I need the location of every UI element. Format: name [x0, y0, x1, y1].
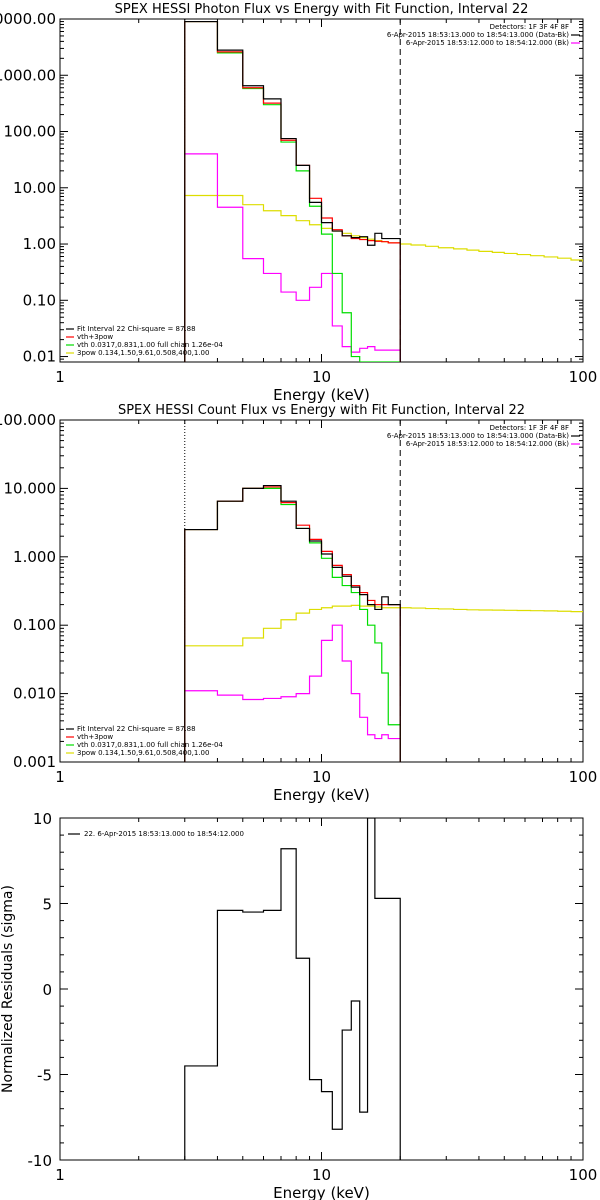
- legend-entry: 6-Apr-2015 18:53:13.000 to 18:54:13.000 …: [387, 432, 569, 440]
- y-tick-label: 1.00: [23, 235, 56, 253]
- x-tick-label: 1: [55, 768, 65, 786]
- y-tick-label: 10000.00: [0, 10, 56, 28]
- y-tick-label: 5: [42, 896, 52, 914]
- legend-entry: Detectors: 1F 3F 4F 8F: [490, 424, 569, 432]
- y-tick-label: 0.100: [13, 616, 56, 634]
- y-tick-label: -10: [28, 1152, 53, 1170]
- legend-entry: vth+3pow: [77, 333, 113, 341]
- x-axis-label: Energy (keV): [273, 386, 370, 404]
- y-tick-label: 10.000: [4, 479, 57, 497]
- x-tick-label: 10: [312, 768, 331, 786]
- legend-entry: Fit Interval 22 Chi-square = 87.88: [77, 725, 196, 733]
- x-tick-label: 100: [569, 368, 598, 386]
- x-tick-label: 1: [55, 1166, 65, 1184]
- legend-entry: vth 0.0317,0.831,1.00 full chian 1.26e-0…: [77, 341, 223, 349]
- legend-entry: Detectors: 1F 3F 4F 8F: [490, 23, 569, 31]
- y-tick-label: 0.10: [23, 291, 56, 309]
- y-tick-label: 10.00: [13, 179, 56, 197]
- series-1-line: [184, 194, 583, 362]
- data-layer: [184, 19, 583, 362]
- series-2-line: [184, 153, 401, 362]
- legend-entry: Fit Interval 22 Chi-square = 87.88: [77, 325, 196, 333]
- y-tick-label: 0.001: [13, 753, 56, 771]
- series-5-line: [184, 484, 401, 762]
- series-1-line: [184, 818, 401, 1160]
- legend-entry: vth 0.0317,0.831,1.00 full chian 1.26e-0…: [77, 741, 223, 749]
- x-tick-label: 10: [312, 1166, 331, 1184]
- plot-frame: [59, 18, 584, 363]
- legend-entry: 6-Apr-2015 18:53:12.000 to 18:54:12.000 …: [406, 39, 569, 47]
- y-tick-label: 10: [33, 810, 52, 828]
- legend-entry: 3pow 0.134,1.50,9.61,0.508,400,1.00: [77, 349, 209, 357]
- y-tick-label: 100.00: [4, 123, 57, 141]
- y-tick-label: -5: [37, 1067, 52, 1085]
- y-tick-label: 100.000: [0, 411, 56, 429]
- x-axis-label: Energy (keV): [273, 786, 370, 804]
- y-axis-label: Normalized Residuals (sigma): [0, 885, 16, 1093]
- series-2-line: [184, 624, 401, 762]
- chart-title: SPEX HESSI Count Flux vs Energy with Fit…: [118, 403, 525, 418]
- y-tick-label: 0.010: [13, 685, 56, 703]
- x-tick-label: 100: [569, 768, 598, 786]
- plot-frame: [59, 419, 584, 763]
- plot-frame: [59, 817, 584, 1161]
- y-tick-label: 0: [42, 981, 52, 999]
- series-5-line: [184, 20, 401, 362]
- series-1-line: [184, 604, 583, 762]
- y-tick-label: 1.000: [13, 548, 56, 566]
- data-layer: [184, 420, 583, 762]
- x-axis-label: Energy (keV): [273, 1184, 370, 1200]
- legend-entry: 6-Apr-2015 18:53:13.000 to 18:54:13.000 …: [387, 31, 569, 39]
- y-tick-label: 0.01: [23, 348, 56, 366]
- legend-entry: 6-Apr-2015 18:53:12.000 to 18:54:12.000 …: [406, 440, 569, 448]
- x-tick-label: 100: [569, 1166, 598, 1184]
- legend-entry: vth+3pow: [77, 733, 113, 741]
- y-tick-label: 1000.00: [0, 66, 56, 84]
- x-tick-label: 10: [312, 368, 331, 386]
- panel-1: 1 10 100 0.01 0.10 1.00 10.00 100.00 1000.00 1000…: [0, 2, 597, 404]
- legend-entry: 3pow 0.134,1.50,9.61,0.508,400,1.00: [77, 749, 209, 757]
- legend-entry: 22. 6-Apr-2015 18:53:13.000 to 18:54:12.…: [84, 830, 244, 838]
- chart-title: SPEX HESSI Photon Flux vs Energy with Fi…: [115, 2, 529, 17]
- data-layer: [184, 818, 401, 1160]
- x-tick-label: 1: [55, 368, 65, 386]
- panel-2: 1 10 100 0.001 0.010 0.100 1.000 10.000 100.000 S…: [0, 403, 597, 804]
